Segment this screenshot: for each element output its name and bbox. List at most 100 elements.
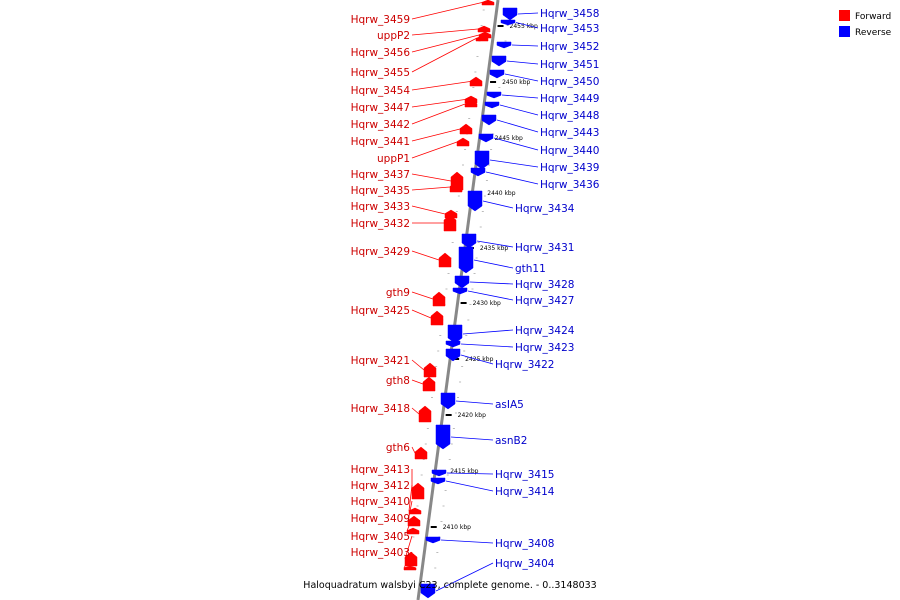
- gene-arrow-hqrw-3452[interactable]: [496, 41, 512, 49]
- forward-gene-hqrw-3409[interactable]: Hqrw_3409: [351, 513, 420, 535]
- gene-arrow-hqrw-3423[interactable]: [445, 340, 461, 348]
- forward-gene-uppp1[interactable]: uppP1: [377, 137, 470, 165]
- gene-label-hqrw-3435[interactable]: Hqrw_3435: [351, 185, 410, 197]
- gene-arrow-uppp1[interactable]: [456, 137, 470, 147]
- forward-gene-gth9[interactable]: gth9: [386, 287, 446, 307]
- reverse-gene-gth11[interactable]: gth11: [458, 246, 546, 275]
- gene-arrow-hqrw-3450[interactable]: [489, 69, 505, 79]
- gene-label-hqrw-3410[interactable]: Hqrw_3410: [351, 496, 410, 508]
- gene-label-hqrw-3437[interactable]: Hqrw_3437: [351, 169, 410, 181]
- gene-label-hqrw-3443[interactable]: Hqrw_3443: [540, 127, 599, 139]
- reverse-gene-hqrw-3422[interactable]: Hqrw_3422: [445, 348, 554, 371]
- gene-label-hqrw-3439[interactable]: Hqrw_3439: [540, 162, 599, 174]
- gene-arrow-gth8[interactable]: [422, 376, 436, 392]
- forward-gene-hqrw-3456[interactable]: Hqrw_3456: [351, 31, 492, 59]
- gene-label-hqrw-3441[interactable]: Hqrw_3441: [351, 136, 410, 148]
- forward-gene-uppp2[interactable]: uppP2: [377, 25, 491, 42]
- gene-label-hqrw-3403[interactable]: Hqrw_3403: [351, 547, 410, 559]
- reverse-gene-hqrw-3427[interactable]: Hqrw_3427: [452, 287, 574, 307]
- forward-gene-hqrw-3410[interactable]: Hqrw_3410: [351, 496, 421, 527]
- forward-gene-hqrw-3433[interactable]: Hqrw_3433: [351, 201, 458, 219]
- forward-gene-gth8[interactable]: gth8: [386, 375, 436, 392]
- forward-gene-hqrw-3429[interactable]: Hqrw_3429: [351, 246, 452, 268]
- forward-gene-hqrw-3454[interactable]: Hqrw_3454: [351, 76, 483, 97]
- reverse-gene-hqrw-3452[interactable]: Hqrw_3452: [496, 41, 599, 53]
- gene-arrow-gth9[interactable]: [432, 291, 446, 307]
- gene-label-hqrw-3404[interactable]: Hqrw_3404: [495, 558, 555, 570]
- gene-label-hqrw-3414[interactable]: Hqrw_3414: [495, 486, 555, 498]
- reverse-gene-hqrw-3449[interactable]: Hqrw_3449: [486, 91, 599, 105]
- gene-label-hqrw-3449[interactable]: Hqrw_3449: [540, 93, 599, 105]
- gene-label-gth11[interactable]: gth11: [515, 263, 546, 275]
- forward-gene-gth6[interactable]: gth6: [386, 442, 428, 460]
- gene-label-hqrw-3428[interactable]: Hqrw_3428: [515, 279, 574, 291]
- gene-label-hqrw-3409[interactable]: Hqrw_3409: [351, 513, 410, 525]
- gene-label-uppp1[interactable]: uppP1: [377, 153, 410, 165]
- reverse-gene-hqrw-3443[interactable]: Hqrw_3443: [481, 114, 599, 139]
- gene-arrow-hqrw-3412[interactable]: [408, 507, 422, 515]
- gene-label-hqrw-3429[interactable]: Hqrw_3429: [351, 246, 410, 258]
- gene-arrow-hqrw-3425[interactable]: [430, 310, 444, 326]
- gene-label-hqrw-3433[interactable]: Hqrw_3433: [351, 201, 410, 213]
- gene-label-hqrw-3418[interactable]: Hqrw_3418: [351, 403, 410, 415]
- gene-label-hqrw-3405[interactable]: Hqrw_3405: [351, 531, 410, 543]
- gene-label-hqrw-3423[interactable]: Hqrw_3423: [515, 342, 574, 354]
- gene-arrow-hqrw-3448[interactable]: [484, 101, 500, 109]
- gene-arrow-hqrw-3439[interactable]: [474, 150, 490, 170]
- gene-arrow-hqrw-3459[interactable]: [481, 0, 495, 6]
- gene-arrow-hqrw-3414[interactable]: [430, 477, 446, 485]
- gene-label-hqrw-3412[interactable]: Hqrw_3412: [351, 480, 410, 492]
- gene-arrow-hqrw-3451[interactable]: [491, 55, 507, 67]
- reverse-gene-asia5[interactable]: asIA5: [440, 392, 524, 411]
- reverse-gene-hqrw-3423[interactable]: Hqrw_3423: [445, 340, 574, 354]
- gene-label-hqrw-3431[interactable]: Hqrw_3431: [515, 242, 574, 254]
- gene-label-hqrw-3424[interactable]: Hqrw_3424: [515, 325, 575, 337]
- forward-gene-hqrw-3455[interactable]: Hqrw_3455: [351, 35, 489, 79]
- gene-arrow-hqrw-3454[interactable]: [469, 76, 483, 87]
- gene-arrow-hqrw-3443[interactable]: [481, 114, 497, 126]
- gene-label-hqrw-3421[interactable]: Hqrw_3421: [351, 355, 410, 367]
- forward-gene-hqrw-3412[interactable]: Hqrw_3412: [351, 480, 422, 515]
- gene-arrow-hqrw-3421[interactable]: [423, 362, 437, 378]
- gene-arrow-uppp2[interactable]: [477, 25, 491, 33]
- reverse-gene-hqrw-3440[interactable]: Hqrw_3440: [478, 133, 599, 157]
- forward-gene-hqrw-3441[interactable]: Hqrw_3441: [351, 123, 473, 148]
- forward-gene-hqrw-3421[interactable]: Hqrw_3421: [351, 355, 437, 378]
- gene-arrow-hqrw-3433[interactable]: [444, 209, 458, 219]
- gene-arrow-hqrw-3441[interactable]: [459, 123, 473, 135]
- gene-label-hqrw-3450[interactable]: Hqrw_3450: [540, 76, 599, 88]
- gene-label-hqrw-3456[interactable]: Hqrw_3456: [351, 47, 411, 59]
- reverse-gene-hqrw-3450[interactable]: Hqrw_3450: [489, 69, 599, 88]
- gene-arrow-hqrw-3418[interactable]: [418, 405, 432, 423]
- gene-label-hqrw-3436[interactable]: Hqrw_3436: [540, 179, 600, 191]
- gene-label-hqrw-3434[interactable]: Hqrw_3434: [515, 203, 575, 215]
- gene-label-hqrw-3442[interactable]: Hqrw_3442: [351, 119, 410, 131]
- reverse-gene-hqrw-3434[interactable]: Hqrw_3434: [467, 190, 575, 215]
- gene-arrow-hqrw-3410[interactable]: [407, 515, 421, 527]
- gene-arrow-hqrw-3422[interactable]: [445, 348, 461, 362]
- reverse-gene-hqrw-3404[interactable]: Hqrw_3404: [420, 558, 555, 599]
- gene-label-asia5[interactable]: asIA5: [495, 399, 524, 411]
- gene-label-hqrw-3440[interactable]: Hqrw_3440: [540, 145, 599, 157]
- gene-arrow-hqrw-3403[interactable]: [403, 565, 417, 571]
- gene-arrow-gth11[interactable]: [458, 246, 474, 274]
- reverse-gene-hqrw-3451[interactable]: Hqrw_3451: [491, 55, 599, 71]
- gene-arrow-hqrw-3431[interactable]: [461, 233, 477, 249]
- gene-arrow-hqrw-3429[interactable]: [438, 252, 452, 268]
- gene-label-hqrw-3425[interactable]: Hqrw_3425: [351, 305, 410, 317]
- gene-label-hqrw-3455[interactable]: Hqrw_3455: [351, 67, 410, 79]
- gene-arrow-asia5[interactable]: [440, 392, 456, 410]
- gene-arrow-hqrw-3428[interactable]: [454, 275, 470, 289]
- reverse-gene-hqrw-3408[interactable]: Hqrw_3408: [425, 536, 554, 550]
- gene-label-gth6[interactable]: gth6: [386, 442, 410, 454]
- gene-arrow-hqrw-3409[interactable]: [406, 527, 420, 535]
- forward-gene-hqrw-3403[interactable]: Hqrw_3403: [351, 547, 417, 571]
- reverse-gene-hqrw-3439[interactable]: Hqrw_3439: [474, 150, 599, 174]
- gene-arrow-hqrw-3424[interactable]: [447, 324, 463, 344]
- gene-arrow-hqrw-3458[interactable]: [502, 7, 518, 21]
- reverse-gene-hqrw-3436[interactable]: Hqrw_3436: [470, 167, 600, 191]
- reverse-gene-hqrw-3453[interactable]: Hqrw_3453: [500, 19, 599, 35]
- gene-arrow-hqrw-3449[interactable]: [486, 91, 502, 99]
- gene-arrow-hqrw-3453[interactable]: [500, 19, 516, 26]
- gene-arrow-hqrw-3432[interactable]: [443, 214, 457, 232]
